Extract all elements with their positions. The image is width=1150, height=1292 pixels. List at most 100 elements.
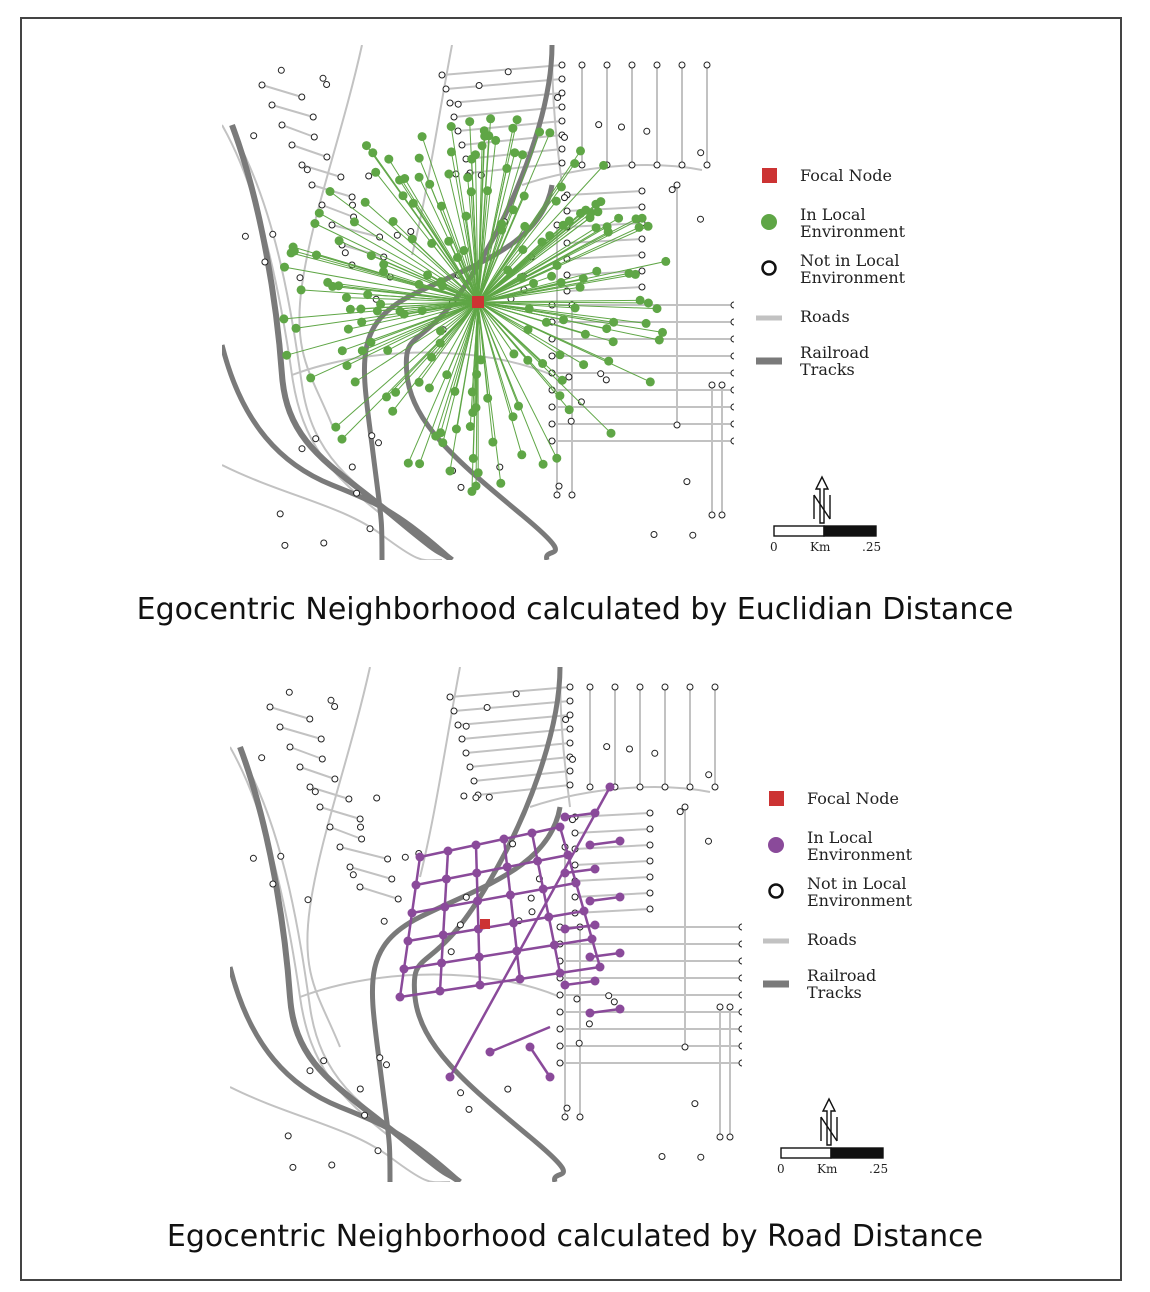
euclidean-link <box>335 301 479 428</box>
road-env-link <box>445 850 450 880</box>
euclidean-link <box>477 301 519 407</box>
in-local-node <box>654 335 664 345</box>
road-line <box>319 806 361 820</box>
in-local-node <box>571 878 581 888</box>
in-local-node <box>368 148 378 158</box>
in-local-node <box>510 148 520 158</box>
not-in-local-node <box>638 251 646 259</box>
euclidean-link <box>477 130 485 303</box>
in-local-node <box>488 437 498 447</box>
not-in-local-node <box>605 992 613 1000</box>
in-local-node <box>388 406 398 416</box>
not-in-local-node <box>561 133 568 141</box>
in-local-node <box>467 154 477 164</box>
in-local-node <box>435 338 445 348</box>
in-local-node <box>465 117 475 127</box>
road-line <box>457 714 571 726</box>
not-in-local-node <box>277 66 285 74</box>
in-local-node <box>363 290 373 300</box>
not-in-local-node <box>348 193 356 201</box>
not-in-local-node <box>626 745 633 753</box>
north-arrow-icon <box>820 1097 838 1146</box>
not-in-local-node <box>561 1113 569 1121</box>
scale-bar-euclidean: 0 Km .25 <box>770 475 900 565</box>
in-local-node <box>473 468 483 478</box>
euclidean-link <box>477 209 514 303</box>
in-local-node <box>437 201 446 211</box>
not-in-local-node <box>716 1003 724 1011</box>
in-local-node <box>291 323 301 333</box>
not-in-local-node <box>556 1025 564 1033</box>
in-local-node <box>516 273 526 283</box>
in-local-node <box>479 126 489 136</box>
in-local-node <box>474 952 484 962</box>
not-in-local-node <box>556 1042 564 1050</box>
euclidean-link <box>354 301 479 383</box>
not-in-local-node <box>738 1059 742 1067</box>
road-env-link <box>402 940 410 970</box>
in-local-node <box>398 191 408 201</box>
euclidean-link <box>463 250 479 303</box>
euclidean-link <box>329 191 479 303</box>
not-in-local-node <box>384 855 392 863</box>
not-in-local-node <box>323 153 331 161</box>
not-in-local-node <box>738 923 742 931</box>
in-local-node <box>591 223 601 233</box>
not-in-local-node <box>686 783 694 791</box>
not-in-local-node <box>686 683 694 691</box>
not-in-local-node <box>571 861 579 869</box>
in-local-node <box>609 317 619 327</box>
not-in-local-node <box>628 61 636 69</box>
in-local-node <box>587 934 597 944</box>
not-in-local-node <box>683 478 691 486</box>
in-local-node <box>615 948 625 958</box>
in-local-node <box>356 304 366 314</box>
not-in-local-node <box>730 420 734 428</box>
euclidean-link <box>450 151 479 303</box>
euclidean-link <box>477 226 526 303</box>
road-env-link <box>477 956 482 986</box>
in-local-node <box>555 350 565 360</box>
not-in-local-node <box>318 755 326 763</box>
euclidean-link <box>404 301 479 315</box>
not-in-local-node <box>306 783 314 791</box>
road-env-link <box>446 871 478 881</box>
not-in-local-node <box>356 815 364 823</box>
not-in-local-node <box>306 715 314 723</box>
road-env-link <box>528 1046 552 1078</box>
not-in-local-node <box>726 1133 734 1141</box>
not-in-local-node <box>730 318 734 326</box>
in-local-node <box>643 298 653 308</box>
not-in-local-node <box>558 89 566 97</box>
in-local-node <box>551 196 561 206</box>
in-local-node <box>519 191 529 201</box>
not-in-local-node <box>288 141 296 149</box>
not-in-local-node <box>563 271 571 279</box>
not-in-local-node <box>258 754 266 762</box>
road-line <box>279 726 322 740</box>
in-local-node <box>414 377 424 387</box>
in-local-node <box>483 393 493 403</box>
euclidean-link <box>338 285 479 303</box>
not-in-local-node <box>556 991 564 999</box>
euclidean-link <box>346 301 479 367</box>
not-in-local-node <box>566 697 574 705</box>
euclidean-link <box>383 271 479 303</box>
in-local-node <box>599 160 609 170</box>
scale-label-unit: Km <box>817 1162 838 1176</box>
road-env-link <box>553 944 562 974</box>
not-in-local-node <box>738 1008 742 1016</box>
in-local-node <box>538 459 548 469</box>
in-local-node <box>334 236 344 246</box>
euclidean-link <box>477 275 552 303</box>
focal-node-icon <box>762 168 777 183</box>
in-local-node <box>525 1042 535 1052</box>
not-in-local-node <box>730 301 734 309</box>
road-env-link <box>564 867 596 875</box>
in-local-node <box>631 214 641 224</box>
euclidean-link <box>477 217 619 303</box>
euclidean-link <box>435 301 479 437</box>
not-in-local-node <box>462 893 470 901</box>
in-local-node <box>366 251 376 261</box>
not-in-local-node <box>678 161 686 169</box>
